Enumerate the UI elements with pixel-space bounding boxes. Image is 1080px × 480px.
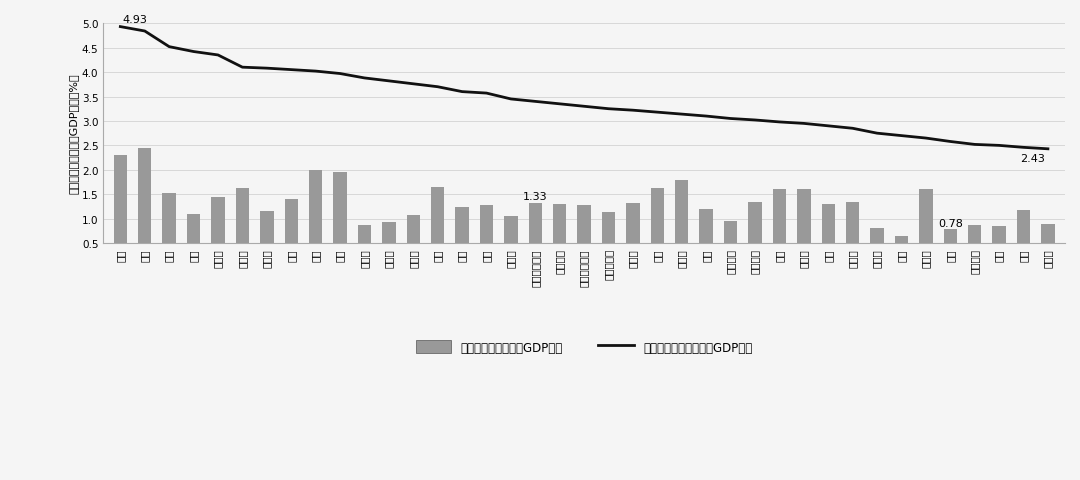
Bar — [1041, 224, 1055, 244]
Y-axis label: 公共财政教育支出占GDP比例（%）: 公共财政教育支出占GDP比例（%） — [69, 74, 79, 194]
Bar — [797, 190, 810, 244]
Bar — [894, 236, 908, 244]
Bar — [528, 203, 542, 244]
Bar — [968, 225, 982, 244]
Bar — [602, 213, 616, 244]
Bar — [772, 190, 786, 244]
Bar — [357, 225, 372, 244]
Bar — [431, 188, 444, 244]
Bar — [113, 156, 127, 244]
Bar — [944, 230, 957, 244]
Text: 4.93: 4.93 — [123, 14, 148, 24]
Bar — [212, 198, 225, 244]
Bar — [260, 212, 273, 244]
Bar — [870, 229, 883, 244]
Bar — [235, 189, 249, 244]
Bar — [626, 204, 639, 244]
Bar — [919, 190, 932, 244]
Bar — [700, 209, 713, 244]
Bar — [578, 205, 591, 244]
Bar — [1016, 210, 1030, 244]
Bar — [309, 170, 322, 244]
Bar — [162, 194, 176, 244]
Bar — [724, 222, 738, 244]
Bar — [846, 202, 860, 244]
Bar — [138, 149, 151, 244]
Bar — [382, 223, 395, 244]
Text: 2.43: 2.43 — [1021, 154, 1045, 163]
Bar — [993, 227, 1005, 244]
Bar — [406, 216, 420, 244]
Bar — [480, 205, 494, 244]
Bar — [650, 189, 664, 244]
Bar — [187, 215, 200, 244]
Bar — [675, 180, 688, 244]
Legend: 高等教育公共支出占GDP比例, 中小学教育公共支出占GDP比例: 高等教育公共支出占GDP比例, 中小学教育公共支出占GDP比例 — [411, 336, 757, 359]
Text: 0.78: 0.78 — [937, 218, 962, 228]
Bar — [504, 217, 517, 244]
Bar — [334, 172, 347, 244]
Text: 1.33: 1.33 — [523, 191, 548, 201]
Bar — [284, 200, 298, 244]
Bar — [456, 208, 469, 244]
Bar — [822, 204, 835, 244]
Bar — [748, 202, 761, 244]
Bar — [553, 204, 566, 244]
